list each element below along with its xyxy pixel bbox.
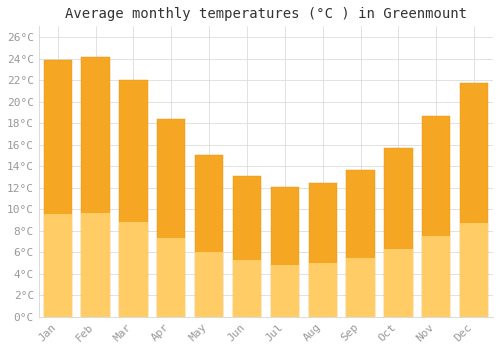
Bar [384, 148, 412, 317]
Bar [308, 183, 337, 317]
Bar [82, 213, 110, 317]
Bar [82, 57, 110, 317]
Bar [195, 252, 224, 317]
Bar [422, 116, 450, 317]
Bar [119, 80, 148, 317]
Bar [384, 249, 412, 317]
Bar [233, 260, 261, 317]
Bar [195, 155, 224, 317]
Bar [270, 187, 299, 317]
Bar [119, 222, 148, 317]
Bar [308, 264, 337, 317]
Bar [44, 60, 72, 317]
Bar [157, 238, 186, 317]
Bar [44, 214, 72, 317]
Bar [270, 265, 299, 317]
Bar [460, 83, 488, 317]
Bar [157, 119, 186, 317]
Title: Average monthly temperatures (°C ) in Greenmount: Average monthly temperatures (°C ) in Gr… [65, 7, 467, 21]
Bar [422, 236, 450, 317]
Bar [460, 223, 488, 317]
Bar [346, 170, 375, 317]
Bar [233, 176, 261, 317]
Bar [346, 258, 375, 317]
